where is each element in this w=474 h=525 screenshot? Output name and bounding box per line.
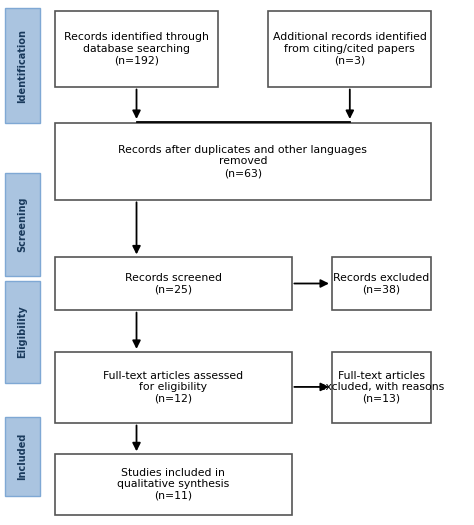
FancyBboxPatch shape bbox=[55, 123, 431, 200]
Text: Full-text articles assessed
for eligibility
(n=12): Full-text articles assessed for eligibil… bbox=[103, 371, 243, 404]
FancyBboxPatch shape bbox=[5, 281, 40, 383]
Text: Records excluded
(n=38): Records excluded (n=38) bbox=[333, 272, 430, 295]
FancyBboxPatch shape bbox=[55, 454, 292, 514]
FancyBboxPatch shape bbox=[55, 10, 218, 87]
FancyBboxPatch shape bbox=[55, 352, 292, 423]
FancyBboxPatch shape bbox=[5, 417, 40, 496]
FancyBboxPatch shape bbox=[55, 257, 292, 310]
Text: Records screened
(n=25): Records screened (n=25) bbox=[125, 272, 221, 295]
Text: Eligibility: Eligibility bbox=[18, 306, 27, 359]
Text: Studies included in
qualitative synthesis
(n=11): Studies included in qualitative synthesi… bbox=[117, 468, 229, 501]
Text: Included: Included bbox=[18, 433, 27, 480]
Text: Additional records identified
from citing/cited papers
(n=3): Additional records identified from citin… bbox=[273, 32, 427, 65]
Text: Records identified through
database searching
(n=192): Records identified through database sear… bbox=[64, 32, 209, 65]
FancyBboxPatch shape bbox=[5, 8, 40, 123]
Text: Screening: Screening bbox=[18, 197, 27, 252]
Text: Identification: Identification bbox=[18, 29, 27, 102]
FancyBboxPatch shape bbox=[5, 173, 40, 276]
FancyBboxPatch shape bbox=[332, 352, 431, 423]
Text: Full-text articles
excluded, with reasons
(n=13): Full-text articles excluded, with reason… bbox=[319, 371, 444, 404]
FancyBboxPatch shape bbox=[332, 257, 431, 310]
Text: Records after duplicates and other languages
removed
(n=63): Records after duplicates and other langu… bbox=[118, 145, 367, 178]
FancyBboxPatch shape bbox=[268, 10, 431, 87]
